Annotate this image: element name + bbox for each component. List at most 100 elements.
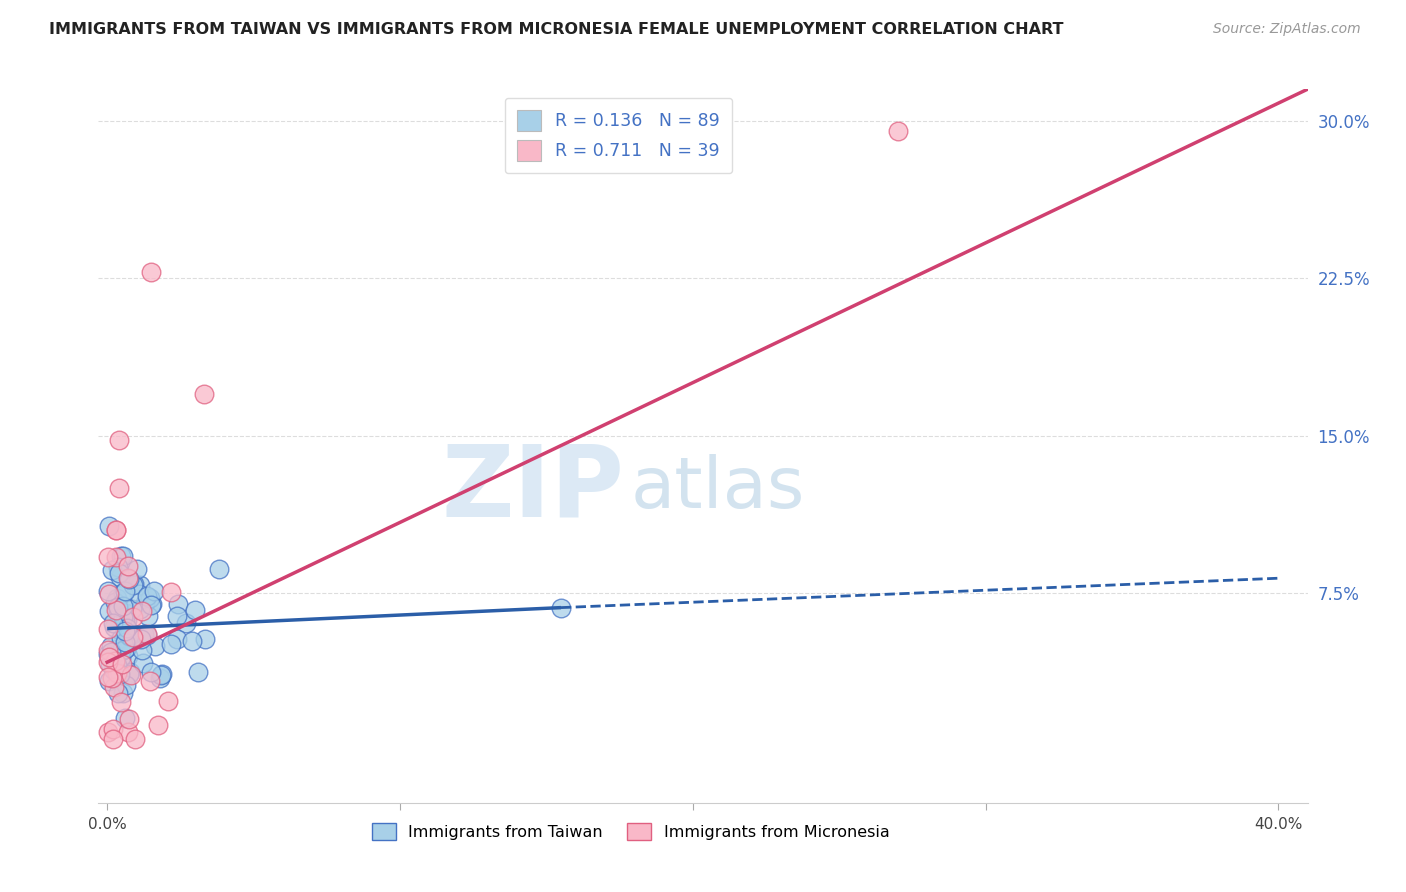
Point [120,668,142,682]
Point [193,386,215,401]
Point [112,686,135,700]
Point [107,603,129,617]
Point [104,654,127,668]
Point [148,718,170,732]
Point [129,578,152,592]
Point [138,674,160,689]
Point [101,661,124,675]
Point [114,613,136,627]
Point [132,656,155,670]
Point [118,629,141,643]
Point [107,566,129,580]
Point [134,626,156,640]
Point [125,562,148,576]
Point [149,671,172,685]
Point [98,657,121,671]
Text: Source: ZipAtlas.com: Source: ZipAtlas.com [1213,22,1361,37]
Text: ZIP: ZIP [441,441,624,537]
Point [118,572,141,586]
Point [129,632,152,647]
Point [124,731,146,746]
Point [108,570,131,584]
Point [187,665,209,679]
Point [98,673,121,688]
Point [101,671,124,685]
Point [111,657,134,671]
Point [101,731,124,746]
Point [115,640,138,655]
Legend: Immigrants from Taiwan, Immigrants from Micronesia: Immigrants from Taiwan, Immigrants from … [366,817,896,847]
Point [111,549,134,563]
Point [128,602,150,616]
Point [114,583,136,598]
Point [141,597,163,611]
Point [122,609,145,624]
Point [122,576,145,591]
Point [97,584,120,599]
Point [139,265,162,279]
Point [104,523,127,537]
Point [117,724,139,739]
Point [114,624,136,639]
Point [114,711,136,725]
Point [181,634,204,648]
Point [118,712,141,726]
Point [121,602,143,616]
Point [97,622,120,636]
Point [103,620,125,634]
Point [166,632,188,646]
Point [112,635,135,649]
Point [105,641,128,656]
Point [122,577,145,591]
Point [114,635,136,649]
Point [157,693,180,707]
Point [100,645,122,659]
Point [110,549,132,563]
Point [208,562,231,576]
Point [117,648,139,663]
Point [134,596,156,610]
Point [135,628,157,642]
Point [143,639,166,653]
Point [107,559,129,574]
Point [108,666,131,681]
Point [118,628,141,642]
Point [174,615,197,630]
Point [131,604,153,618]
Point [107,686,129,700]
Point [160,637,183,651]
Point [166,597,188,611]
Point [118,666,141,681]
Point [115,678,138,692]
Point [112,586,135,600]
Text: atlas: atlas [630,454,804,524]
Point [97,655,120,669]
Point [104,603,127,617]
Point [131,643,153,657]
Point [135,589,157,603]
Point [136,609,159,624]
Point [118,624,141,639]
Point [104,654,127,668]
Point [101,616,124,631]
Point [103,663,125,677]
Point [100,563,122,577]
Point [142,583,165,598]
Point [97,587,120,601]
Point [103,722,125,736]
Point [121,630,143,644]
Point [97,647,120,661]
Point [184,603,207,617]
Point [103,680,125,694]
Point [117,613,139,627]
Point [105,591,128,605]
Point [136,627,159,641]
Point [104,550,127,565]
Point [150,668,173,682]
Point [139,665,162,680]
Point [550,600,572,615]
Point [194,632,217,646]
Point [105,523,128,537]
Point [97,642,120,657]
Point [105,665,128,680]
